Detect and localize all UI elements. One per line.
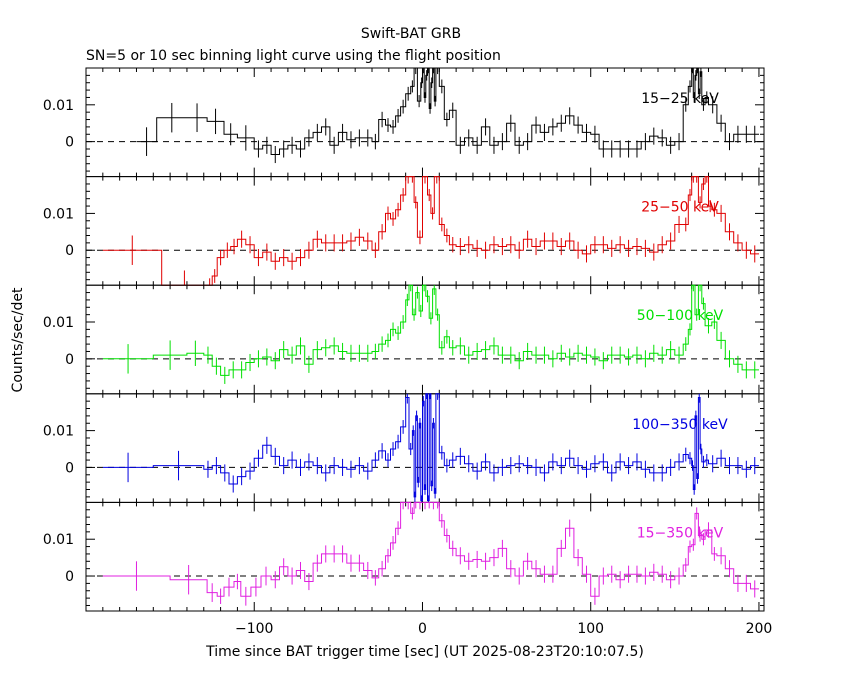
- chart-subtitle: SN=5 or 10 sec binning light curve using…: [86, 48, 501, 64]
- series-line: [102, 501, 759, 597]
- panel-frame: [85, 501, 765, 612]
- panel-frame: [85, 284, 765, 395]
- y-tick-label: 0.01: [43, 424, 74, 440]
- y-tick-label: 0: [65, 460, 74, 476]
- x-tick-label: 100: [577, 621, 604, 637]
- x-tick-label: 200: [746, 621, 773, 637]
- chart-title: Swift-BAT GRB: [361, 26, 461, 42]
- panel-3: 0 0.01 50−100 keV: [43, 284, 765, 395]
- y-tick-label: 0.01: [43, 315, 74, 331]
- panel-4: 0 0.01 100−350 keV: [43, 393, 765, 503]
- x-tick-label: 0: [418, 621, 427, 637]
- y-tick-label: 0.01: [43, 98, 74, 114]
- panels-group: 0 0.01 15−25 keV 0 0.01 25−50 keV 0 0.01 50−100 …: [43, 67, 773, 637]
- x-axis-label: Time since BAT trigger time [sec] (UT 20…: [205, 644, 644, 660]
- panel-2: 0 0.01 25−50 keV: [43, 176, 765, 286]
- band-label: 100−350 keV: [632, 417, 728, 433]
- y-tick-label: 0: [65, 569, 74, 585]
- band-label: 15−350 keV: [637, 525, 724, 541]
- y-tick-label: 0.01: [43, 532, 74, 548]
- band-label: 15−25 keV: [641, 91, 719, 107]
- y-tick-label: 0: [65, 352, 74, 368]
- series-line: [136, 67, 759, 155]
- y-tick-label: 0: [65, 243, 74, 259]
- panel-1: 0 0.01 15−25 keV: [43, 67, 765, 178]
- x-tick-label: −100: [235, 621, 273, 637]
- panel-5: 0 0.01 15−350 keV: [43, 501, 765, 612]
- band-label: 50−100 keV: [637, 308, 724, 324]
- y-axis-label: Counts/sec/det: [10, 287, 26, 392]
- panel-frame: [85, 176, 765, 286]
- series-line: [102, 393, 759, 502]
- band-label: 25−50 keV: [641, 200, 719, 216]
- y-tick-label: 0: [65, 135, 74, 151]
- y-tick-label: 0.01: [43, 206, 74, 222]
- panel-frame: [85, 67, 765, 178]
- series-line: [102, 284, 759, 376]
- series-line: [102, 176, 759, 286]
